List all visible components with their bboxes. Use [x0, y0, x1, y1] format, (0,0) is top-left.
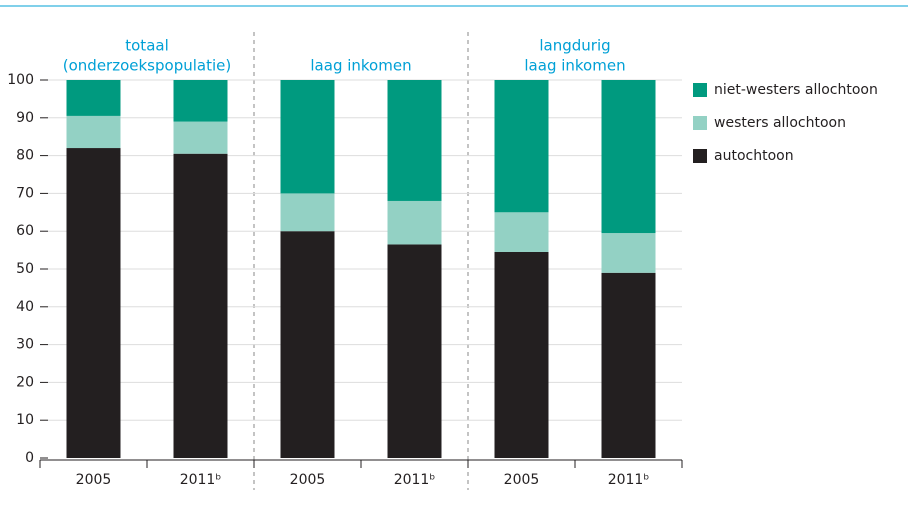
y-tick-label: 20	[16, 374, 34, 390]
bar-segment	[494, 251, 549, 458]
x-tick-label: 2011ᵇ	[394, 472, 436, 488]
bar-segment	[66, 148, 121, 459]
y-tick-label: 0	[25, 450, 34, 466]
legend-label: niet-westers allochtoon	[714, 82, 878, 98]
bar-segment	[387, 80, 442, 201]
bar-segment	[601, 272, 656, 458]
y-tick-label: 40	[16, 299, 34, 315]
bar-segment	[280, 193, 335, 232]
bar-segment	[494, 80, 549, 213]
bar-segment	[280, 231, 335, 458]
legend-swatch	[693, 116, 707, 130]
legend-label: westers allochtoon	[714, 115, 846, 131]
y-tick-label: 60	[16, 223, 34, 239]
x-tick-label: 2011ᵇ	[608, 472, 650, 488]
group-label: totaal	[125, 37, 169, 55]
y-tick-label: 30	[16, 337, 34, 353]
legend-swatch	[693, 149, 707, 163]
legend-swatch	[693, 83, 707, 97]
bar-segment	[601, 233, 656, 273]
y-tick-label: 100	[7, 72, 34, 88]
x-tick-label: 2011ᵇ	[180, 472, 222, 488]
y-tick-label: 70	[16, 185, 34, 201]
bar-segment	[387, 244, 442, 458]
bar-segment	[173, 80, 228, 122]
bar-segment	[494, 212, 549, 252]
x-tick-label: 2005	[76, 472, 112, 488]
bar-segment	[173, 121, 228, 154]
y-tick-label: 80	[16, 148, 34, 164]
bar-segment	[66, 80, 121, 116]
y-tick-label: 50	[16, 261, 34, 277]
group-label: laag inkomen	[310, 57, 411, 75]
x-tick-label: 2005	[504, 472, 540, 488]
x-tick-label: 2005	[290, 472, 326, 488]
bar-segment	[280, 80, 335, 194]
y-tick-label: 10	[16, 412, 34, 428]
group-label: (onderzoekspopulatie)	[63, 57, 231, 75]
bar-segment	[601, 80, 656, 234]
y-tick-label: 90	[16, 110, 34, 126]
group-label: langdurig	[539, 37, 610, 55]
bar-segment	[387, 200, 442, 245]
bar-segment	[173, 153, 228, 458]
bar-segment	[66, 115, 121, 149]
legend-label: autochtoon	[714, 148, 794, 164]
group-label: laag inkomen	[524, 57, 625, 75]
